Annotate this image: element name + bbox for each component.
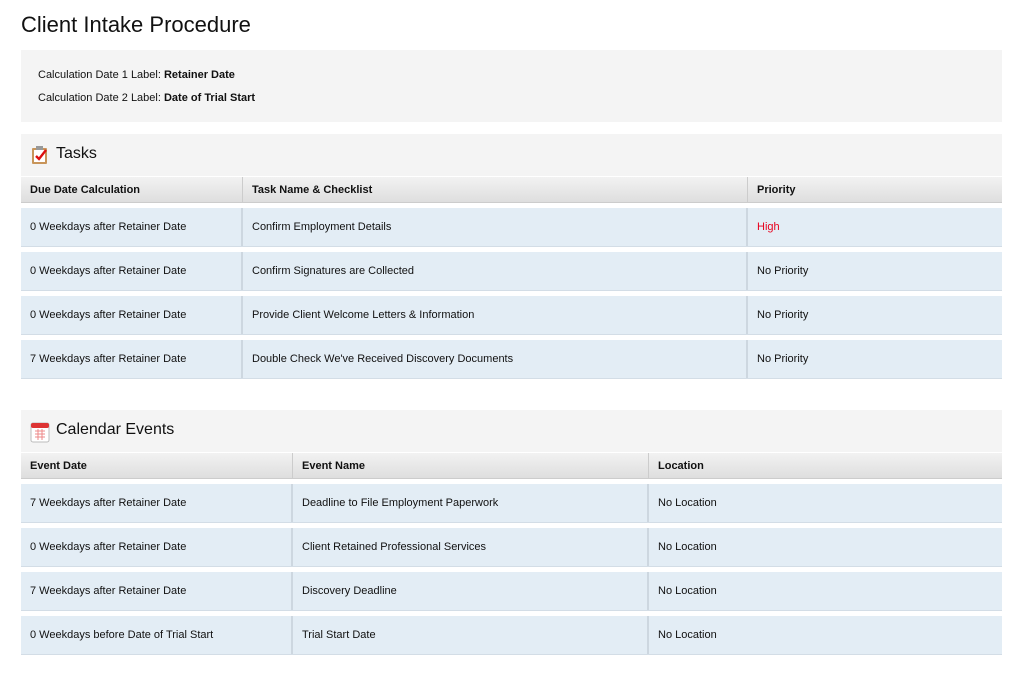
table-row[interactable]: 0 Weekdays before Date of Trial Start Tri… [21,616,1002,655]
table-row[interactable]: 0 Weekdays after Retainer Date Provide Cl… [21,296,1002,335]
table-cell: 7 Weekdays after Retainer Date [21,484,293,522]
table-cell: Confirm Signatures are Collected [243,252,748,290]
events-table: Event Date Event Name Location 7 Weekdays a… [21,452,1002,655]
table-row[interactable]: 0 Weekdays after Retainer Date Confirm Em… [21,208,1002,247]
table-cell: Deadline to File Employment Paperwork [293,484,649,522]
column-header[interactable]: Event Name [293,453,649,478]
table-cell: 0 Weekdays before Date of Trial Start [21,616,293,654]
table-cell: 7 Weekdays after Retainer Date [21,340,243,378]
table-cell: No Location [658,541,717,553]
table-cell: Trial Start Date [293,616,649,654]
table-header: Event Date Event Name Location [21,452,1002,479]
table-cell: Client Retained Professional Services [293,528,649,566]
tasks-header: Tasks [21,134,1002,176]
clipboard-check-icon [32,146,47,164]
events-title: Calendar Events [56,421,175,438]
table-cell: 0 Weekdays after Retainer Date [21,252,243,290]
table-cell: Confirm Employment Details [243,208,748,246]
table-row[interactable]: 0 Weekdays after Retainer Date Client Ret… [21,528,1002,567]
table-cell: No Location [658,629,717,641]
table-cell: No Priority [757,265,809,277]
column-header[interactable]: Event Date [21,453,293,478]
table-cell: 0 Weekdays after Retainer Date [21,296,243,334]
calculation-info: Calculation Date 1 Label: Retainer Date … [21,50,1002,122]
date1-line: Calculation Date 1 Label: Retainer Date [38,69,235,81]
column-header[interactable]: Priority [757,183,796,196]
table-cell: 0 Weekdays after Retainer Date [21,208,243,246]
table-row[interactable]: 7 Weekdays after Retainer Date Deadline t… [21,484,1002,523]
column-header[interactable]: Task Name & Checklist [243,177,748,202]
table-row[interactable]: 7 Weekdays after Retainer Date Double Che… [21,340,1002,379]
table-cell: High [757,221,780,233]
table-cell: Discovery Deadline [293,572,649,610]
tasks-section: Tasks Due Date Calculation Task Name & Ch… [21,134,1002,379]
table-cell: No Priority [757,309,809,321]
column-header[interactable]: Due Date Calculation [21,177,243,202]
table-cell: 0 Weekdays after Retainer Date [21,528,293,566]
events-header: Calendar Events [21,410,1002,452]
events-section: Calendar Events Event Date Event Name Loca… [21,410,1002,655]
table-cell: Provide Client Welcome Letters & Informa… [243,296,748,334]
date2-line: Calculation Date 2 Label: Date of Trial … [38,92,256,104]
table-cell: No Location [658,585,717,597]
table-cell: Double Check We've Received Discovery Do… [243,340,748,378]
table-cell: No Location [658,497,717,509]
page-title: Client Intake Procedure [21,12,251,37]
tasks-table: Due Date Calculation Task Name & Checklis… [21,176,1002,379]
table-row[interactable]: 0 Weekdays after Retainer Date Confirm Si… [21,252,1002,291]
tasks-title: Tasks [56,145,97,162]
table-cell: 7 Weekdays after Retainer Date [21,572,293,610]
table-header: Due Date Calculation Task Name & Checklis… [21,176,1002,203]
table-cell: No Priority [757,353,809,365]
column-header[interactable]: Location [658,459,704,472]
table-row[interactable]: 7 Weekdays after Retainer Date Discovery … [21,572,1002,611]
calendar-icon [30,422,50,443]
